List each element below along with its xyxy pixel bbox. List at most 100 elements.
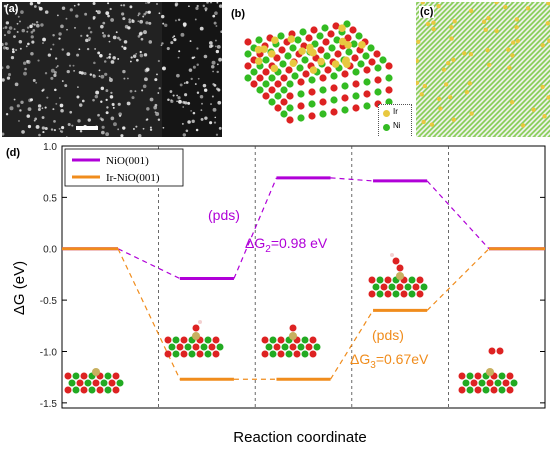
ir-surface-atom [331, 60, 340, 68]
y-axis-label: ΔG (eV) [11, 261, 28, 315]
micrograph-dot [106, 57, 108, 59]
micrograph-dot [157, 92, 160, 94]
slab-atom [317, 46, 325, 54]
micrograph-dot [99, 54, 103, 58]
ir-lattice-atom [420, 2, 425, 5]
atom [372, 283, 380, 291]
micrograph-dot [35, 21, 39, 24]
adsorbate-structures [64, 253, 518, 394]
micrograph-dot [52, 34, 55, 37]
atom [164, 350, 172, 358]
connector-ir-nio [117, 248, 181, 380]
micrograph-dot [96, 10, 101, 15]
connector-nio [117, 248, 181, 280]
micrograph-dot [11, 48, 15, 51]
micrograph-dot [5, 21, 10, 25]
micrograph-dot [216, 87, 219, 91]
micrograph-dot [30, 30, 34, 34]
atom [80, 386, 88, 394]
atom [368, 290, 376, 298]
atom [404, 283, 412, 291]
ir-lattice-atom [416, 80, 420, 86]
micrograph-dot [52, 43, 55, 46]
micrograph-dot [213, 121, 217, 124]
atom [261, 350, 269, 358]
ir-lattice-atom [514, 17, 520, 22]
ir-lattice-atom [419, 92, 424, 97]
lattice-row [416, 2, 462, 49]
ir-lattice-atom [542, 114, 547, 119]
ir-lattice-atom [443, 82, 449, 87]
micrograph-dot [5, 113, 9, 116]
atom [212, 350, 220, 358]
micrograph-dot [26, 114, 31, 118]
micrograph-dot [92, 74, 95, 77]
micrograph-dot [44, 106, 47, 109]
micrograph-dot [143, 12, 147, 16]
lattice-row [416, 2, 517, 104]
slab-atom [308, 100, 316, 108]
atom [478, 379, 486, 387]
micrograph-dot [100, 24, 104, 29]
micrograph-dot [2, 78, 5, 82]
slab-atom [289, 44, 297, 52]
adsorbate-slab [261, 324, 321, 358]
micrograph-dot [197, 77, 200, 80]
micrograph-dot [73, 70, 76, 72]
micrograph-dot [108, 78, 113, 82]
micrograph-panel-a: (a) [2, 2, 222, 137]
ir-lattice-atom [507, 65, 512, 70]
slab-atom [328, 44, 336, 52]
atom [200, 343, 208, 351]
micrograph-dot [104, 72, 108, 76]
ir-lattice-atom [452, 19, 457, 24]
micrograph-dot [88, 37, 92, 41]
ir-lattice-atom [422, 83, 428, 89]
micrograph-dot [202, 4, 206, 8]
micrograph-dot [212, 14, 216, 18]
micrograph-dot [23, 71, 27, 76]
slab-atom [352, 68, 360, 76]
atom [412, 283, 420, 291]
slab-atom [286, 80, 294, 88]
slab-atom [244, 38, 252, 46]
slab-atom [274, 104, 282, 112]
lattice-row [475, 61, 550, 137]
atom [204, 336, 212, 344]
ir-lattice-atom [515, 38, 521, 44]
slab-atom [286, 116, 294, 124]
micrograph-dot [113, 122, 117, 127]
micrograph-dot [38, 133, 41, 137]
micrograph-dot [69, 110, 73, 114]
slab-atom [279, 60, 287, 68]
micrograph-dot [122, 17, 126, 21]
connector-ir-nio [426, 248, 490, 311]
atom [212, 336, 220, 344]
micrograph-dot [16, 30, 19, 33]
micrograph-dot [50, 48, 53, 51]
micrograph-dot [100, 100, 103, 103]
micrograph-dot [145, 10, 149, 14]
micrograph-dot [101, 125, 105, 129]
micrograph-dot [146, 107, 150, 111]
slab-atom [319, 74, 327, 82]
slab-atom [316, 32, 324, 40]
ir-lattice-atom [431, 26, 436, 32]
atom [104, 386, 112, 394]
micrograph-dot [177, 56, 180, 59]
slab-atom [310, 26, 318, 34]
micrograph-dot [24, 67, 27, 71]
ir-lattice-atom [509, 100, 515, 105]
micrograph-dot [18, 120, 20, 122]
slab-atom [286, 92, 294, 100]
micrograph-dot [21, 130, 25, 134]
micrograph-dot [145, 21, 149, 25]
atom [172, 336, 180, 344]
ir-lattice-atom [429, 122, 435, 127]
micrograph-dot [202, 83, 207, 88]
micrograph-dot [123, 40, 128, 44]
atom [376, 290, 384, 298]
micrograph-dot [102, 34, 107, 38]
micrograph-dot [110, 60, 115, 64]
micrograph-dot [15, 48, 18, 52]
